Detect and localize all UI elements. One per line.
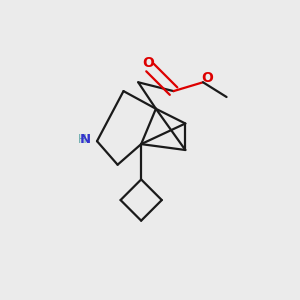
Text: H: H (78, 133, 87, 146)
Text: O: O (202, 71, 213, 85)
Text: O: O (142, 56, 154, 70)
Text: N: N (79, 133, 91, 146)
